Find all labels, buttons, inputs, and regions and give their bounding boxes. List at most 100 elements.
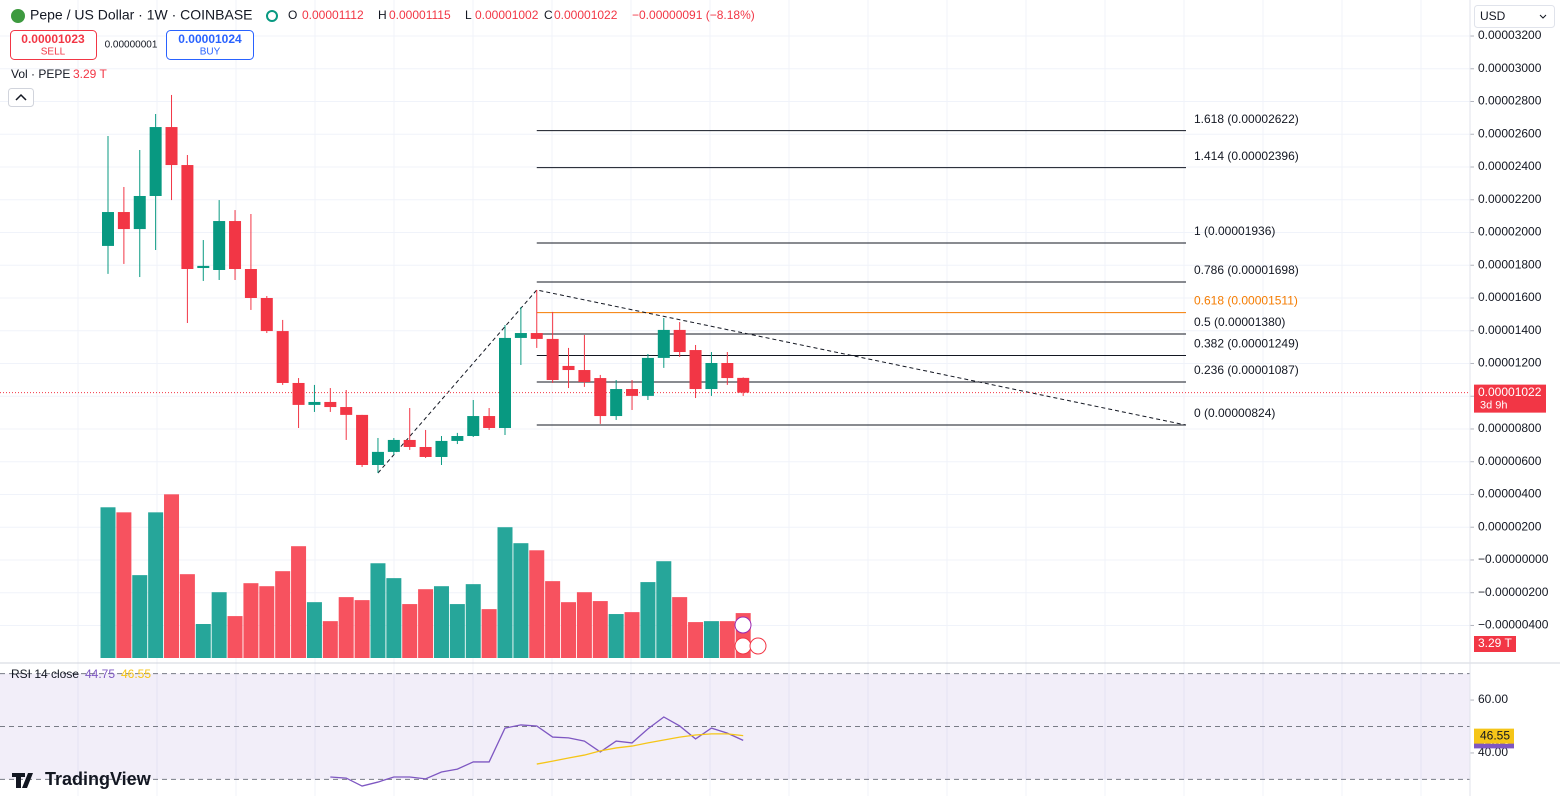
candle-body (181, 165, 194, 270)
candle-body (467, 416, 480, 437)
candle-body (308, 401, 321, 405)
candle-body (514, 333, 527, 338)
volume-bar (386, 578, 402, 658)
visibility-icon[interactable] (266, 10, 278, 22)
volume-value: 3.29 T (73, 67, 107, 81)
quote-key: O (288, 8, 297, 22)
candle-body (705, 362, 718, 390)
rsi-title: RSI 14 close (11, 667, 79, 681)
candle-body (657, 329, 670, 358)
candle-body (340, 407, 353, 415)
y-tick-label: 0.00002800 (1478, 94, 1542, 108)
fib-label: 0.236 (0.00001087) (1194, 363, 1299, 377)
y-tick-label: 0.00002600 (1478, 126, 1542, 140)
fib-label: 1.618 (0.00002622) (1194, 112, 1299, 126)
candle-body (451, 436, 464, 441)
volume-bar (529, 550, 545, 658)
quote-key: C (544, 8, 553, 22)
volume-bar (608, 614, 624, 658)
countdown: 3d 9h (1480, 400, 1508, 412)
volume-bar (433, 586, 449, 658)
sell-button[interactable] (10, 30, 97, 60)
currency: USD (1480, 9, 1506, 23)
volume-bar (354, 600, 370, 658)
volume-bar (100, 507, 116, 658)
candle-body (276, 331, 289, 383)
candle-body (721, 362, 734, 379)
rsi-pane (0, 673, 1470, 787)
sell-label: SELL (41, 47, 66, 58)
candle-body (149, 127, 162, 196)
rsi-tick-label: 60.00 (1478, 692, 1508, 706)
rsi-tick-label: 40.00 (1478, 745, 1508, 759)
candle-body (292, 382, 305, 405)
candle-body (165, 127, 178, 166)
candle-body (673, 329, 686, 353)
candle-body (641, 357, 654, 396)
rsi-value: 44.75 (85, 667, 115, 681)
candle-body (260, 297, 273, 332)
symbol-title: Pepe / US Dollar · 1W · COINBASE (30, 7, 253, 23)
candle-body (499, 337, 511, 428)
collapse-button[interactable] (8, 88, 34, 107)
volume-bar (370, 563, 386, 658)
candle-body (483, 416, 496, 428)
volume-bar (640, 582, 656, 658)
volume-bar (418, 589, 434, 658)
spread: 0.00000001 (105, 40, 158, 51)
candle-body (610, 389, 623, 417)
volume-bar (672, 597, 688, 658)
y-tick-label: 0.00000600 (1478, 454, 1542, 468)
volume-bar (259, 586, 275, 658)
volume-bar (656, 561, 672, 658)
buy-button[interactable] (166, 30, 254, 60)
volume-bar (688, 622, 704, 658)
volume-bar (291, 546, 307, 658)
volume-badge (1474, 636, 1516, 652)
volume-bar (306, 602, 322, 658)
quote: O 0.00001112 H 0.00001115 L 0.00001002 C… (288, 8, 755, 22)
candle-body (530, 333, 543, 339)
brand-name: TradingView (45, 769, 152, 789)
event-icon (749, 637, 767, 655)
volume-bar (576, 592, 592, 658)
y-tick-label: 0.00003000 (1478, 61, 1542, 75)
volume-bar (148, 512, 164, 658)
volume-badge-label: 3.29 T (1478, 636, 1512, 650)
volume-bar (545, 581, 561, 658)
volume-bar (211, 592, 227, 658)
fib-label: 0.5 (0.00001380) (1194, 315, 1285, 329)
y-tick-label: 0.00000800 (1478, 421, 1542, 435)
volume-bar (449, 604, 465, 658)
quote-key: L (465, 8, 472, 22)
buy-label: BUY (200, 47, 221, 58)
brand-icon (12, 773, 33, 788)
price-badge-label: 0.00001022 (1478, 385, 1542, 399)
rsi-line (330, 716, 744, 787)
volume-bar (592, 601, 608, 658)
candle-body (244, 269, 257, 298)
y-tick-label: 0.00002200 (1478, 192, 1542, 206)
volume-bar (719, 621, 735, 658)
volume-bar (195, 624, 211, 658)
candle-body (197, 265, 210, 269)
collapse-icon (15, 93, 27, 101)
candle-body (117, 212, 130, 230)
candle-body (387, 439, 400, 452)
volume-title: Vol · PEPE (11, 67, 70, 81)
y-tick-label: 0.00000200 (1478, 519, 1542, 533)
symbol-logo (11, 9, 25, 23)
price-axis: 0.00003200 0.00003000 0.00002800 0.00002600… (1470, 28, 1549, 759)
sell-price: 0.00001023 (21, 32, 85, 46)
candle-body (403, 439, 416, 447)
volume-bar (402, 604, 418, 658)
y-tick-label: −0.00000000 (1478, 552, 1549, 566)
volume-bar (116, 512, 132, 658)
candle-body (356, 414, 369, 465)
currency-select[interactable] (1474, 5, 1555, 28)
candle-body (562, 365, 575, 371)
rsi-ma-value: 46.55 (121, 667, 151, 681)
volume-bar (275, 571, 291, 658)
y-tick-label: 0.00003200 (1478, 28, 1542, 42)
